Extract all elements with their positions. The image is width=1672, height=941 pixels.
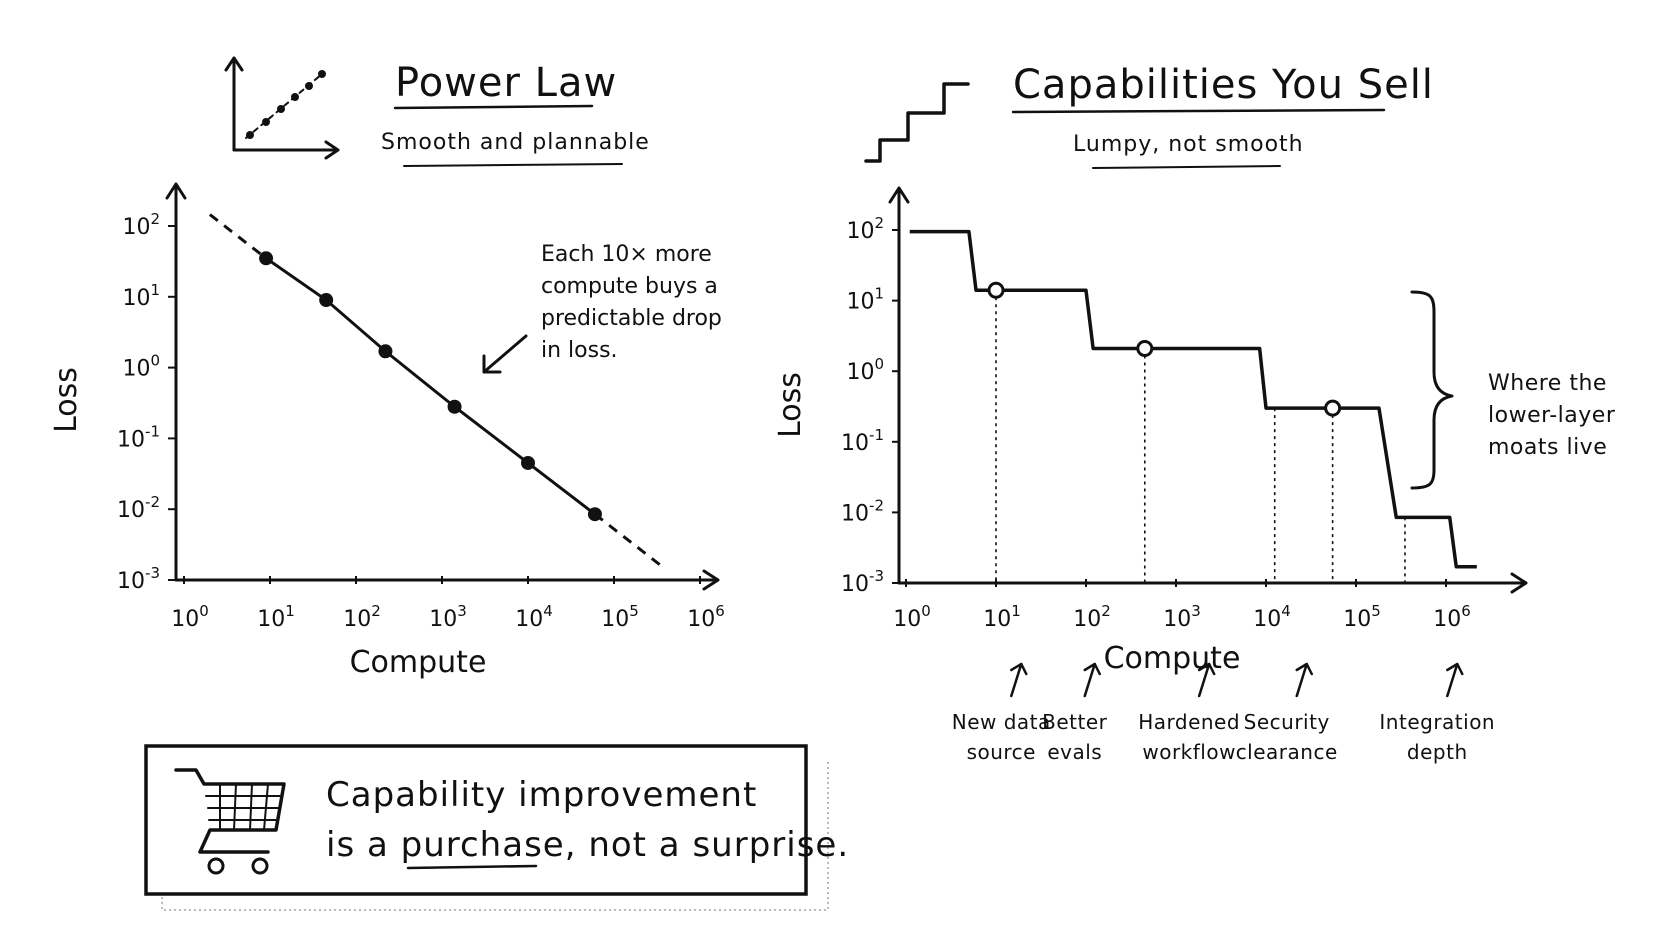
left-data-point [447,399,462,414]
left-xlabel: Compute [350,645,487,680]
left-x-tick-label: 102 [343,602,381,632]
left-title: Power Law [395,60,617,106]
capability-label-line-2: evals [1047,740,1102,764]
moat-annotation: Where the lower-layer moats live [1410,290,1616,490]
capability-label-line-2: source [967,740,1036,764]
right-title: Capabilities You Sell [1013,62,1434,108]
right-chart-axes [888,186,1528,594]
right-y-tick-label: 102 [846,214,884,244]
left-power-law-series [208,213,667,571]
right-y-tick-label: 10-1 [841,426,884,456]
left-ylabel: Loss [49,367,84,433]
left-y-tick-label: 10-1 [117,422,160,452]
left-y-tick-label: 100 [122,352,160,382]
right-x-tick-label: 106 [1433,602,1471,632]
left-data-point [259,251,274,266]
left-data-point [587,507,602,522]
capability-arrow-icon [1197,662,1216,698]
moat-line-1: Where the [1488,371,1607,396]
capability-arrow-icon [1446,662,1464,698]
right-subtitle-underline [1092,165,1281,169]
right-x-tick-label: 101 [983,602,1021,632]
right-step-series [909,229,1477,583]
callout-box: Capability improvement is a purchase, no… [144,744,849,911]
capability-label-line-1: Integration [1379,710,1495,734]
capability-label-line-1: Security [1244,710,1330,734]
note-line-1: Each 10× more [541,242,712,267]
callout-line-1: Capability improvement [326,775,757,815]
left-extrapolation-2 [593,513,667,571]
capability-label-line-2: workflow [1142,740,1236,764]
callout-emphasis: purchase [401,825,565,865]
right-x-tick-label: 100 [893,602,931,632]
right-y-tick-label: 10-3 [841,567,884,597]
curly-brace-icon [1410,290,1454,490]
left-y-tick-label: 102 [122,210,160,240]
callout-prefix: is a [326,825,401,865]
step-marker-1 [987,281,1005,299]
capability-arrow-icon [1295,662,1313,698]
left-y-tick-label: 101 [122,281,160,311]
right-x-tick-label: 105 [1343,602,1381,632]
capability-label-line-2: clearance [1236,740,1338,764]
capability-label-line-1: Better [1042,710,1108,734]
callout-shadow [161,762,829,911]
capability-label-line-1: Hardened [1138,710,1240,734]
right-staircase-icon [864,82,970,163]
note-arrow-icon [482,334,528,374]
left-chart-axes [165,182,720,591]
note-line-2: compute buys a [541,274,718,299]
left-data-point [378,344,393,359]
right-step-line [909,229,1477,569]
left-data-point [521,455,535,470]
left-x-tick-label: 100 [171,602,209,632]
callout-suffix: , not a surprise. [565,825,849,865]
left-tick-labels: 100 101 102 103 104 105 106 10-3 10-2 10-1 100 101 1… [117,210,725,632]
moat-line-2: lower-layer [1488,403,1616,428]
right-x-tick-label: 102 [1073,602,1111,632]
right-x-tick-label: 103 [1163,602,1201,632]
left-subtitle-underline [403,163,623,167]
right-title-underline [1011,108,1386,114]
right-y-tick-label: 100 [846,355,884,385]
step-marker-2 [1136,339,1154,357]
left-y-tick-label: 10-2 [117,493,160,523]
capability-arrow-icon [1010,662,1028,698]
left-y-tick-label: 10-3 [117,564,160,594]
left-x-tick-label: 103 [429,602,467,632]
right-tick-labels: 100 101 102 103 104 105 106 10-3 10-2 10-1 100 101 1… [841,214,1471,632]
capability-arrow-icon [1083,662,1102,698]
right-y-tick-label: 10-2 [841,496,884,526]
left-mini-chart-icon [224,56,340,160]
left-data-point [319,293,334,308]
left-x-tick-label: 106 [687,602,725,632]
step-marker-3 [1324,399,1342,417]
left-x-tick-label: 104 [515,602,553,632]
shopping-cart-icon [174,768,286,875]
moat-line-3: moats live [1488,435,1607,460]
capability-label-line-1: New data [952,710,1051,734]
right-ylabel: Loss [773,372,808,438]
left-subtitle: Smooth and plannable [381,130,650,155]
left-x-tick-label: 105 [601,602,639,632]
left-extrapolation-1 [208,213,267,260]
right-y-tick-label: 101 [846,285,884,315]
right-subtitle: Lumpy, not smooth [1073,132,1304,157]
note-line-3: predictable drop [541,306,722,331]
note-line-4: in loss. [541,338,618,363]
left-x-tick-label: 101 [257,602,295,632]
right-xlabel: Compute [1104,641,1241,676]
purchase-underline [406,864,538,870]
left-title-underline [393,104,594,110]
callout-line-2: is a purchase, not a surprise. [326,825,849,865]
left-annotation: Each 10× more compute buys a predictable… [482,242,722,374]
capability-label-line-2: depth [1407,740,1468,764]
right-x-tick-label: 104 [1253,602,1291,632]
left-series-line [265,257,596,516]
